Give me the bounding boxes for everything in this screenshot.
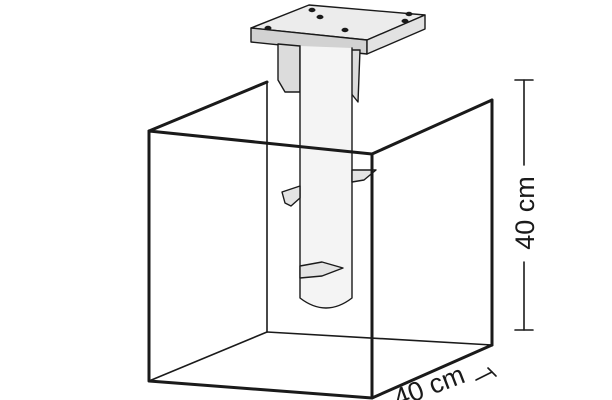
cube-back-edges xyxy=(148,81,493,382)
width-dimension-line xyxy=(475,367,497,381)
height-dimension-line xyxy=(514,79,534,331)
bolt-hole-icon xyxy=(264,7,413,33)
anchor-barbs xyxy=(281,169,377,279)
mounting-plate xyxy=(250,4,426,55)
anchor-tube xyxy=(299,45,353,309)
width-dimension-label: 40 cm xyxy=(389,359,468,400)
cube-front-edges xyxy=(147,80,494,400)
height-dimension-label: 40 cm xyxy=(510,176,540,250)
